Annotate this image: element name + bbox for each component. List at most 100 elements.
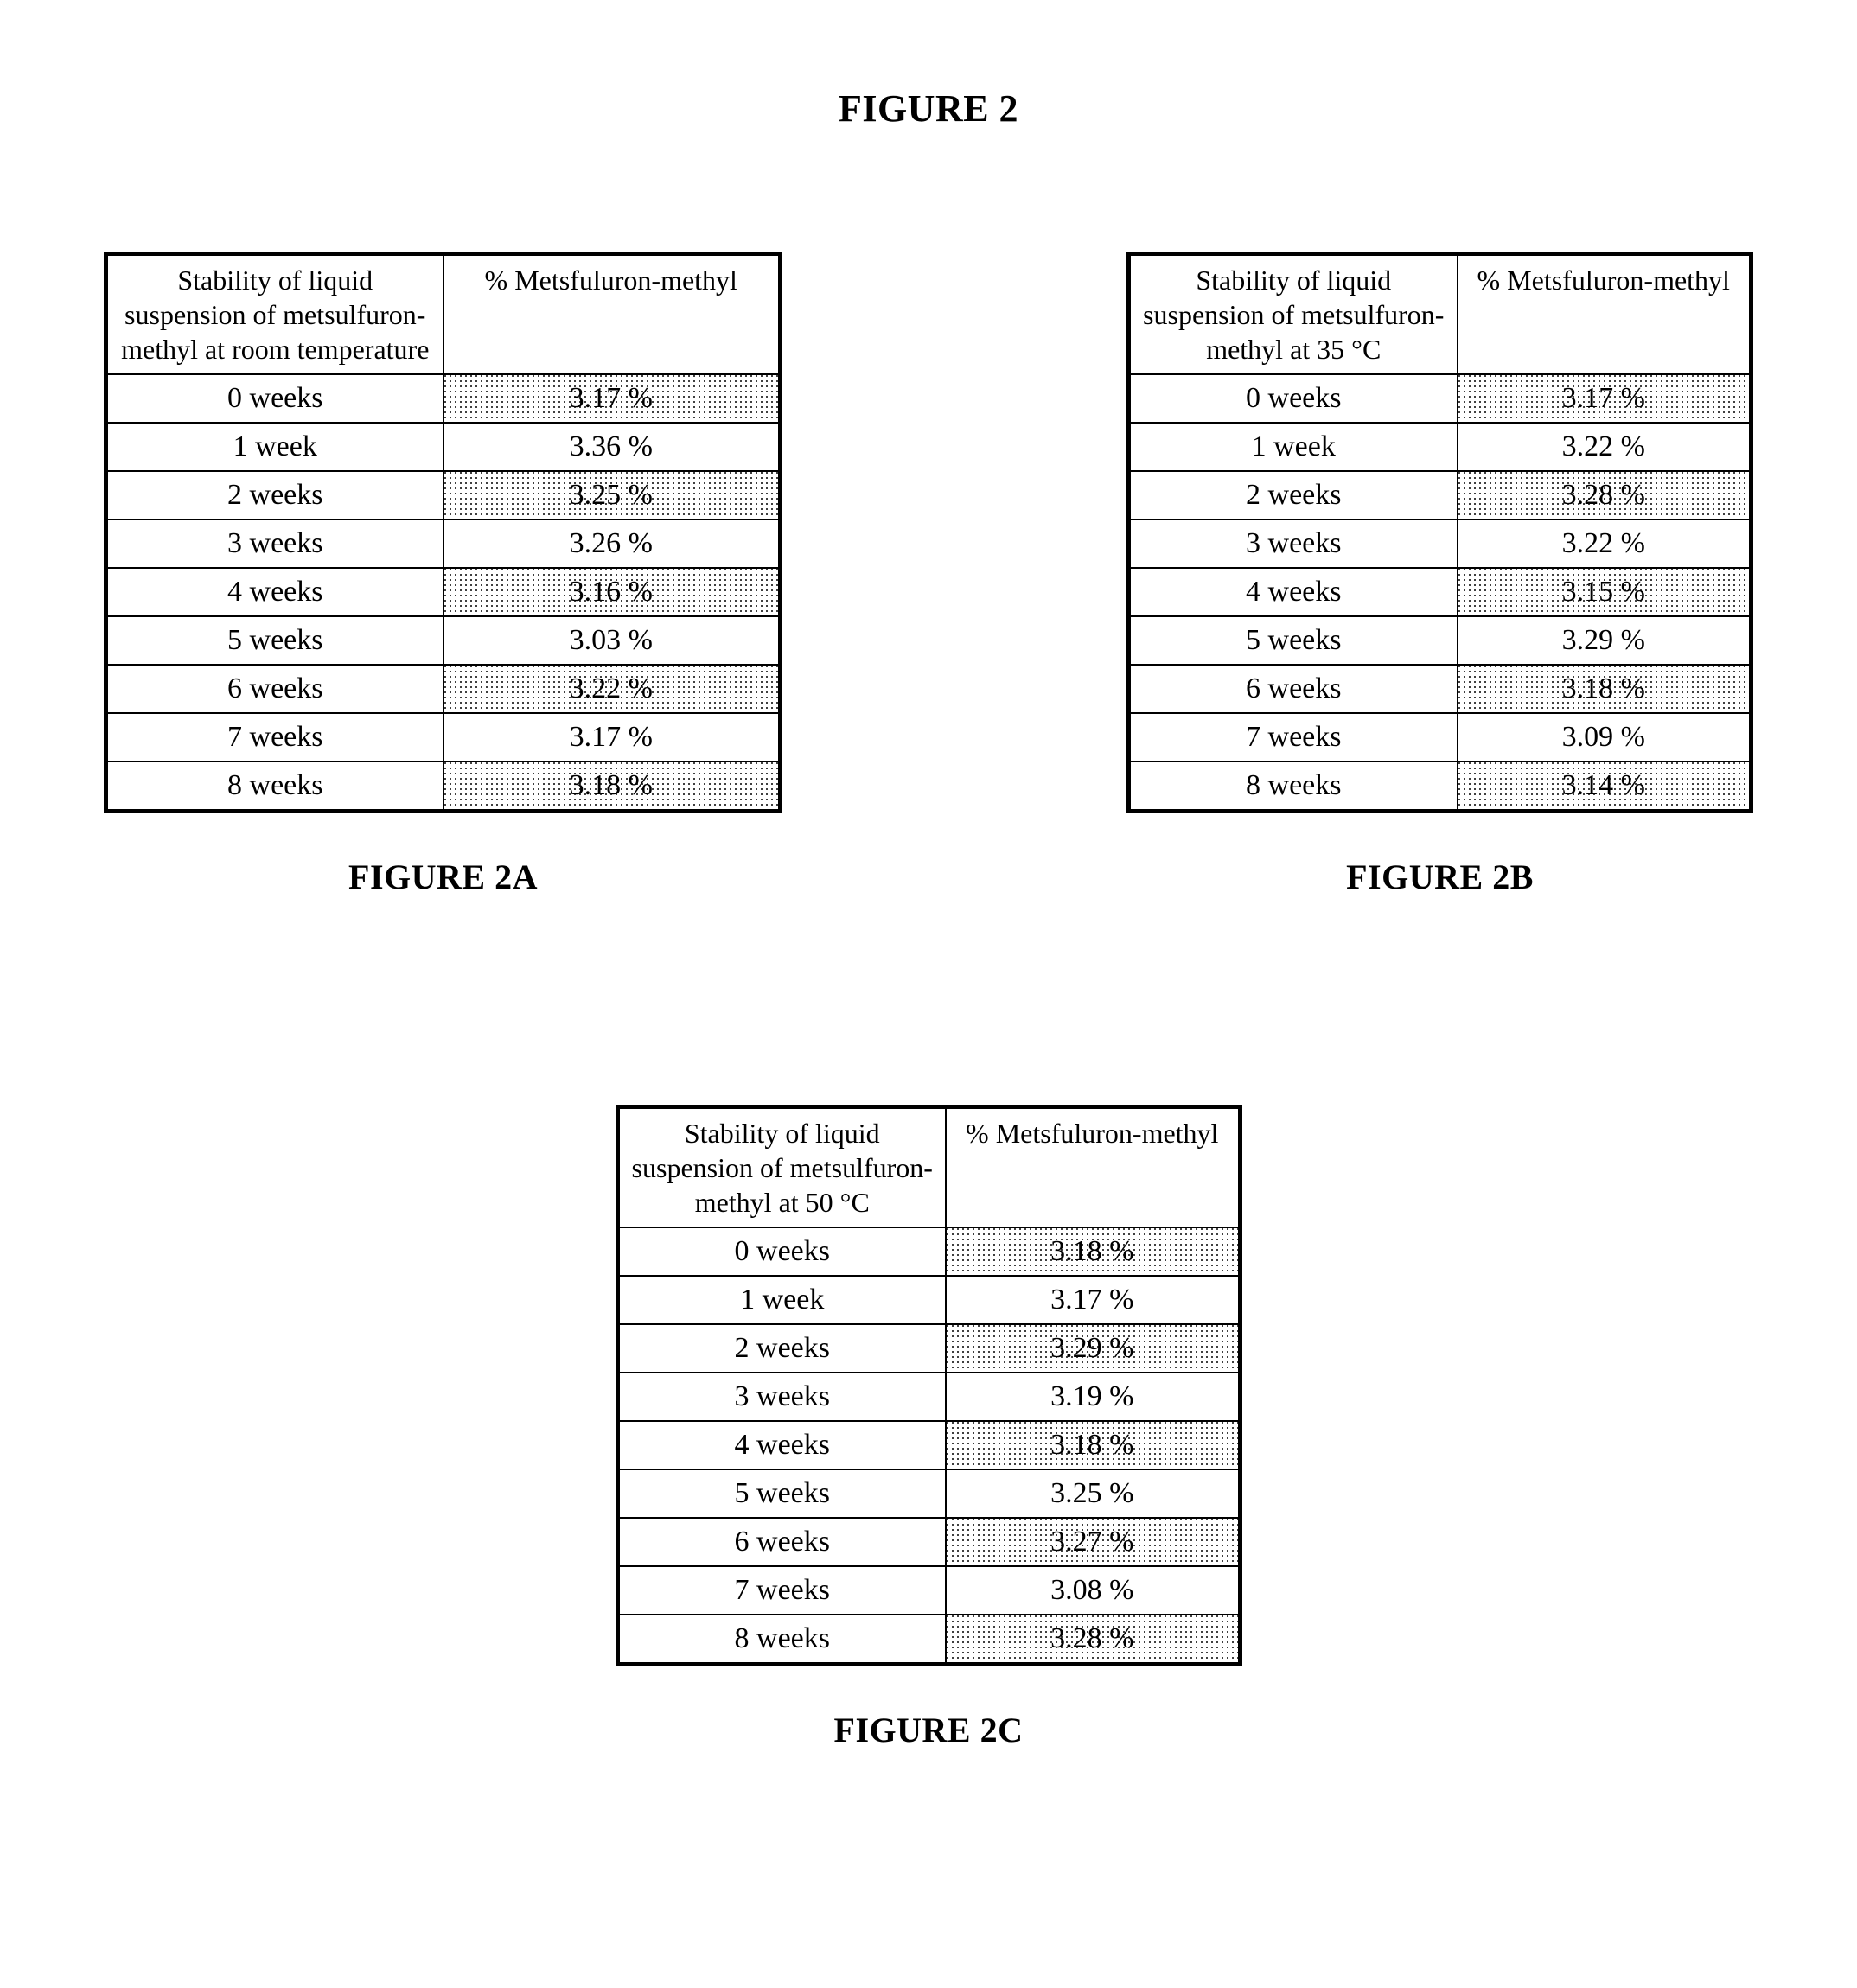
row-value: 3.22 %	[1458, 519, 1752, 568]
figure-2b-panel: Stability of liquid suspension of metsul…	[1126, 252, 1753, 897]
table-row: 8 weeks3.28 %	[617, 1615, 1240, 1665]
table-body: 0 weeks3.17 %1 week3.22 %2 weeks3.28 %3 …	[1129, 374, 1752, 812]
row-value: 3.28 %	[946, 1615, 1240, 1665]
row-label: 1 week	[1129, 423, 1458, 471]
row-label: 3 weeks	[617, 1373, 946, 1421]
row-label: 8 weeks	[617, 1615, 946, 1665]
row-value: 3.03 %	[444, 616, 781, 665]
figure-2b-table: Stability of liquid suspension of metsul…	[1126, 252, 1753, 813]
row-label: 2 weeks	[617, 1324, 946, 1373]
row-label: 5 weeks	[617, 1469, 946, 1518]
row-label: 3 weeks	[1129, 519, 1458, 568]
row-value: 3.09 %	[1458, 713, 1752, 761]
row-value: 3.17 %	[444, 374, 781, 423]
row-label: 7 weeks	[106, 713, 444, 761]
table-row: 7 weeks3.09 %	[1129, 713, 1752, 761]
row-value: 3.27 %	[946, 1518, 1240, 1566]
row-value: 3.18 %	[444, 761, 781, 812]
table-row: 6 weeks3.22 %	[106, 665, 781, 713]
row-label: 2 weeks	[1129, 471, 1458, 519]
table-row: 8 weeks3.18 %	[106, 761, 781, 812]
table-row: 0 weeks3.17 %	[106, 374, 781, 423]
row-label: 7 weeks	[1129, 713, 1458, 761]
table-row: 2 weeks3.25 %	[106, 471, 781, 519]
table-row: 0 weeks3.17 %	[1129, 374, 1752, 423]
figure-2c-table: Stability of liquid suspension of metsul…	[616, 1105, 1242, 1666]
table-row: 2 weeks3.29 %	[617, 1324, 1240, 1373]
row-label: 5 weeks	[1129, 616, 1458, 665]
figure-2c-caption: FIGURE 2C	[616, 1710, 1242, 1750]
table-row: 3 weeks3.22 %	[1129, 519, 1752, 568]
row-label: 1 week	[617, 1276, 946, 1324]
row-label: 6 weeks	[617, 1518, 946, 1566]
row-label: 4 weeks	[617, 1421, 946, 1469]
row-label: 2 weeks	[106, 471, 444, 519]
table-row: 7 weeks3.17 %	[106, 713, 781, 761]
row-value: 3.18 %	[946, 1227, 1240, 1276]
row-label: 1 week	[106, 423, 444, 471]
row-value: 3.19 %	[946, 1373, 1240, 1421]
row-value: 3.26 %	[444, 519, 781, 568]
table-row: 4 weeks3.15 %	[1129, 568, 1752, 616]
table-row: 0 weeks3.18 %	[617, 1227, 1240, 1276]
table-row: 1 week3.36 %	[106, 423, 781, 471]
table-header-row: Stability of liquid suspension of metsul…	[617, 1107, 1240, 1228]
table-row: 5 weeks3.25 %	[617, 1469, 1240, 1518]
figure-2a-caption: FIGURE 2A	[104, 857, 782, 897]
table-row: 5 weeks3.03 %	[106, 616, 781, 665]
row-value: 3.28 %	[1458, 471, 1752, 519]
table-row: 4 weeks3.18 %	[617, 1421, 1240, 1469]
row-value: 3.17 %	[1458, 374, 1752, 423]
row-value: 3.15 %	[1458, 568, 1752, 616]
row-label: 0 weeks	[617, 1227, 946, 1276]
row-value: 3.18 %	[946, 1421, 1240, 1469]
row-value: 3.18 %	[1458, 665, 1752, 713]
row-label: 3 weeks	[106, 519, 444, 568]
table-row: 5 weeks3.29 %	[1129, 616, 1752, 665]
bottom-row: Stability of liquid suspension of metsul…	[104, 1105, 1753, 1750]
row-value: 3.08 %	[946, 1566, 1240, 1615]
table-row: 1 week3.22 %	[1129, 423, 1752, 471]
row-value: 3.25 %	[946, 1469, 1240, 1518]
row-label: 4 weeks	[106, 568, 444, 616]
table-row: 1 week3.17 %	[617, 1276, 1240, 1324]
table-row: 8 weeks3.14 %	[1129, 761, 1752, 812]
row-value: 3.22 %	[444, 665, 781, 713]
col2-header: % Metsfuluron-methyl	[1458, 254, 1752, 375]
table-row: 7 weeks3.08 %	[617, 1566, 1240, 1615]
figure-2b-caption: FIGURE 2B	[1126, 857, 1753, 897]
col2-header: % Metsfuluron-methyl	[946, 1107, 1240, 1228]
table-body: 0 weeks3.18 %1 week3.17 %2 weeks3.29 %3 …	[617, 1227, 1240, 1665]
row-value: 3.36 %	[444, 423, 781, 471]
figure-2a-panel: Stability of liquid suspension of metsul…	[104, 252, 782, 897]
table-header-row: Stability of liquid suspension of metsul…	[1129, 254, 1752, 375]
table-row: 3 weeks3.19 %	[617, 1373, 1240, 1421]
row-label: 4 weeks	[1129, 568, 1458, 616]
figure-2c-panel: Stability of liquid suspension of metsul…	[616, 1105, 1242, 1750]
table-row: 2 weeks3.28 %	[1129, 471, 1752, 519]
row-label: 0 weeks	[106, 374, 444, 423]
table-row: 3 weeks3.26 %	[106, 519, 781, 568]
row-value: 3.29 %	[1458, 616, 1752, 665]
col1-header: Stability of liquid suspension of metsul…	[106, 254, 444, 375]
row-value: 3.16 %	[444, 568, 781, 616]
table-header-row: Stability of liquid suspension of metsul…	[106, 254, 781, 375]
row-label: 8 weeks	[1129, 761, 1458, 812]
row-label: 7 weeks	[617, 1566, 946, 1615]
figure-main-title: FIGURE 2	[104, 86, 1753, 131]
col1-header: Stability of liquid suspension of metsul…	[1129, 254, 1458, 375]
row-value: 3.25 %	[444, 471, 781, 519]
row-label: 8 weeks	[106, 761, 444, 812]
row-label: 0 weeks	[1129, 374, 1458, 423]
row-label: 6 weeks	[1129, 665, 1458, 713]
row-label: 6 weeks	[106, 665, 444, 713]
top-row: Stability of liquid suspension of metsul…	[104, 252, 1753, 897]
figure-2a-table: Stability of liquid suspension of metsul…	[104, 252, 782, 813]
row-value: 3.17 %	[946, 1276, 1240, 1324]
table-body: 0 weeks3.17 %1 week3.36 %2 weeks3.25 %3 …	[106, 374, 781, 812]
row-label: 5 weeks	[106, 616, 444, 665]
row-value: 3.14 %	[1458, 761, 1752, 812]
row-value: 3.22 %	[1458, 423, 1752, 471]
table-row: 6 weeks3.27 %	[617, 1518, 1240, 1566]
col1-header: Stability of liquid suspension of metsul…	[617, 1107, 946, 1228]
